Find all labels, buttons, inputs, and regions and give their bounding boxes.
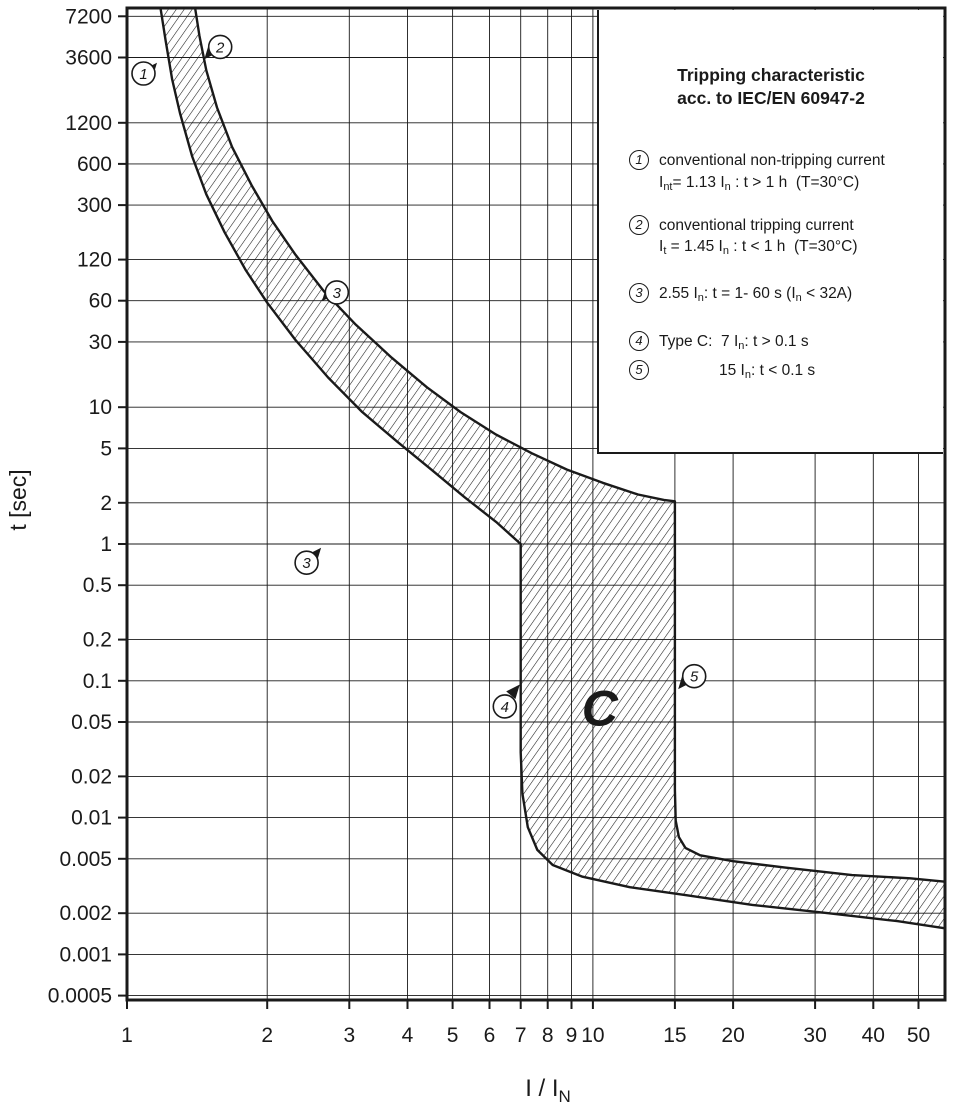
marker-number: 4 [501, 699, 509, 716]
marker-circle [681, 663, 707, 689]
legend-item-1-line-2: Int= 1.13 In : t > 1 h (T=30°C) [659, 173, 860, 193]
y-tick-label: 0.02 [71, 765, 112, 788]
curve-marker-4: 4 [492, 684, 520, 719]
x-tick-label: 5 [447, 1024, 459, 1047]
marker-circle [492, 694, 518, 719]
marker-pointer-icon [506, 684, 520, 700]
y-tick-label: 7200 [65, 5, 112, 28]
x-tick-label: 10 [581, 1024, 604, 1047]
y-tick-label: 300 [77, 194, 112, 217]
legend-marker-5: 5 [629, 359, 649, 380]
y-tick-label: 0.05 [71, 711, 112, 734]
y-tick-label: 0.2 [83, 629, 112, 652]
legend-item-1-text: conventional non-tripping current Int= 1… [659, 150, 885, 195]
y-tick-label: 1 [100, 533, 112, 556]
region-label-c: C [582, 681, 619, 737]
y-tick-label: 2 [100, 492, 112, 515]
plot-border [125, 6, 947, 1002]
legend-item-4: 4 Type C: 7 In: t > 0.1 s [599, 331, 943, 354]
chart-subtitle: acc. to IEC/EN 60947-2 [677, 88, 865, 109]
legend-item-2-line-1: conventional tripping current [659, 216, 854, 234]
y-tick-label: 5 [100, 437, 112, 460]
legend-item-5: 5 15 In: t < 0.1 s [599, 359, 943, 383]
curve-marker-2: 2 [204, 34, 233, 60]
legend-item-2-text: conventional tripping current It = 1.45 … [659, 215, 857, 260]
curve-marker-3: 3 [321, 280, 350, 305]
legend-item-2: 2 conventional tripping current It = 1.4… [599, 214, 943, 260]
x-tick-label: 9 [566, 1024, 578, 1047]
legend-marker-3: 3 [629, 283, 649, 304]
curve-marker-1: 1 [131, 61, 157, 86]
marker-circle [294, 550, 319, 576]
legend-marker-1: 1 [629, 150, 649, 171]
y-tick-label: 600 [77, 153, 112, 176]
legend-marker-2: 2 [629, 214, 649, 235]
curve-marker-5: 5 [678, 663, 707, 690]
tick-marks [118, 15, 920, 1009]
legend-item-2-line-2: It = 1.45 In : t < 1 h (T=30°C) [659, 238, 858, 258]
y-tick-label: 30 [89, 331, 112, 354]
marker-number: 3 [333, 285, 342, 302]
y-tick-label: 0.01 [71, 807, 112, 830]
y-tick-label: 60 [89, 290, 112, 313]
x-tick-label: 20 [721, 1024, 744, 1047]
x-tick-label: 6 [484, 1024, 496, 1047]
curve-marker-3: 3 [294, 547, 322, 576]
x-tick-label: 3 [343, 1024, 355, 1047]
marker-number: 1 [139, 66, 147, 83]
tripping-band [159, 6, 947, 930]
x-tick-label: 1 [121, 1024, 133, 1047]
marker-circle [131, 61, 156, 86]
legend-item-5-text: 15 In: t < 0.1 s [719, 360, 815, 383]
legend-item-3-line-1: 2.55 In: t = 1- 60 s (In < 32A) [659, 285, 853, 305]
legend-item-3-text: 2.55 In: t = 1- 60 s (In < 32A) [659, 283, 852, 306]
x-tick-label: 40 [862, 1024, 885, 1047]
x-tick-label: 30 [803, 1024, 826, 1047]
y-tick-label: 3600 [65, 47, 112, 70]
legend-item-5-line-1: 15 In: t < 0.1 s [719, 361, 816, 381]
marker-circle [207, 34, 233, 60]
marker-circle [324, 280, 350, 305]
legend-item-1-line-1: conventional non-tripping current [659, 152, 885, 170]
y-tick-label: 120 [77, 249, 112, 272]
y-tick-label: 0.002 [59, 902, 112, 925]
y-tick-label: 0.001 [59, 943, 112, 966]
legend-item-4-line-1: Type C: 7 In: t > 0.1 s [659, 333, 809, 353]
marker-number: 3 [302, 555, 311, 572]
legend-item-4-text: Type C: 7 In: t > 0.1 s [659, 331, 809, 354]
y-tick-label: 0.1 [83, 670, 112, 693]
axis-tick-labels: 7200360012006003001206030105210.50.20.10… [48, 5, 930, 1047]
legend-item-1: 1 conventional non-tripping current Int=… [599, 150, 943, 195]
x-axis-title: I / IN [525, 1075, 571, 1106]
legend-box: Tripping characteristic acc. to IEC/EN 6… [597, 10, 943, 454]
y-tick-label: 10 [89, 396, 112, 419]
chart-title: Tripping characteristic [677, 65, 865, 85]
x-tick-label: 15 [663, 1024, 686, 1047]
x-tick-label: 50 [907, 1024, 930, 1047]
y-tick-label: 0.5 [83, 574, 112, 597]
y-tick-label: 0.005 [59, 848, 112, 871]
legend-title: Tripping characteristic acc. to IEC/EN 6… [599, 64, 943, 110]
marker-number: 2 [215, 39, 225, 56]
y-axis-title: t [sec] [5, 469, 31, 530]
x-tick-label: 2 [261, 1024, 273, 1047]
x-tick-label: 7 [515, 1024, 527, 1047]
x-tick-label: 8 [542, 1024, 554, 1047]
y-tick-label: 1200 [65, 112, 112, 135]
legend-marker-4: 4 [629, 331, 649, 352]
x-tick-label: 4 [402, 1024, 414, 1047]
legend-item-3: 3 2.55 In: t = 1- 60 s (In < 32A) [599, 283, 943, 306]
y-tick-label: 0.0005 [48, 985, 112, 1008]
marker-number: 5 [690, 669, 699, 686]
